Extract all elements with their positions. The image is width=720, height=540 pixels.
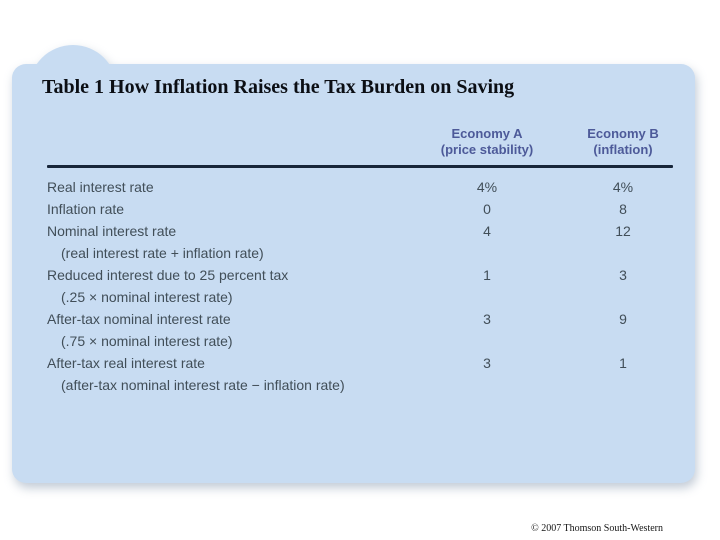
economy-b-name: Economy B (587, 126, 659, 141)
row-label: (real interest rate + inflation rate) (61, 245, 264, 261)
row-label: Nominal interest rate (47, 223, 177, 239)
table-row: Nominal interest rate 4 12 (47, 220, 673, 242)
row-label: (.25 × nominal interest rate) (61, 289, 233, 305)
table-body: Real interest rate 4% 4% Inflation rate … (47, 176, 673, 396)
slide-content: Table 1 How Inflation Raises the Tax Bur… (12, 64, 695, 483)
economy-b-value: 9 (619, 311, 627, 327)
economy-a-value: 4 (483, 223, 491, 239)
economy-a-value: 3 (483, 311, 491, 327)
table-row: (.75 × nominal interest rate) (47, 330, 673, 352)
table-top-rule (47, 165, 673, 168)
economy-b-value: 12 (615, 223, 631, 239)
economy-b-subtitle: (inflation) (593, 142, 653, 157)
table-row: Real interest rate 4% 4% (47, 176, 673, 198)
economy-b-value: 3 (619, 267, 627, 283)
economy-b-value: 4% (612, 179, 634, 195)
column-header-economy-b: Economy B (inflation) (573, 126, 673, 158)
economy-a-value: 0 (483, 201, 491, 217)
row-label: Inflation rate (47, 201, 125, 217)
table-row: (after-tax nominal interest rate − infla… (47, 374, 673, 396)
economy-a-name: Economy A (451, 126, 523, 141)
economy-b-value: 8 (619, 201, 627, 217)
row-label: (.75 × nominal interest rate) (61, 333, 233, 349)
card-background (12, 64, 695, 483)
economy-a-subtitle: (price stability) (440, 142, 534, 157)
row-label: After-tax nominal interest rate (47, 311, 231, 327)
row-label: After-tax real interest rate (47, 355, 205, 371)
economy-a-value: 4% (476, 179, 498, 195)
economy-a-value: 1 (483, 267, 491, 283)
table-row: Reduced interest due to 25 percent tax 1… (47, 264, 673, 286)
row-label: Real interest rate (47, 179, 154, 195)
row-label: (after-tax nominal interest rate − infla… (61, 377, 345, 393)
row-label: Reduced interest due to 25 percent tax (47, 267, 289, 283)
table-row: Inflation rate 0 8 (47, 198, 673, 220)
slide-title: Table 1 How Inflation Raises the Tax Bur… (42, 76, 515, 98)
table-row: After-tax nominal interest rate 3 9 (47, 308, 673, 330)
economy-a-value: 3 (483, 355, 491, 371)
economy-b-value: 1 (619, 355, 627, 371)
table-row: (.25 × nominal interest rate) (47, 286, 673, 308)
table-row: After-tax real interest rate 3 1 (47, 352, 673, 374)
table-header-row: Economy A (price stability) Economy B (i… (47, 126, 673, 165)
copyright-notice: © 2007 Thomson South-Western (531, 523, 663, 534)
inflation-tax-table: Economy A (price stability) Economy B (i… (47, 126, 673, 396)
table-row: (real interest rate + inflation rate) (47, 242, 673, 264)
column-header-economy-a: Economy A (price stability) (419, 126, 555, 158)
